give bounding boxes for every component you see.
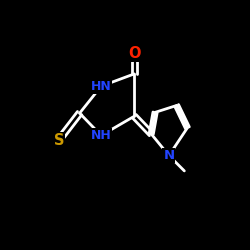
Text: N: N (163, 149, 174, 162)
Text: O: O (128, 46, 140, 60)
Text: S: S (54, 132, 64, 148)
Text: NH: NH (91, 129, 112, 142)
Text: HN: HN (91, 80, 112, 93)
